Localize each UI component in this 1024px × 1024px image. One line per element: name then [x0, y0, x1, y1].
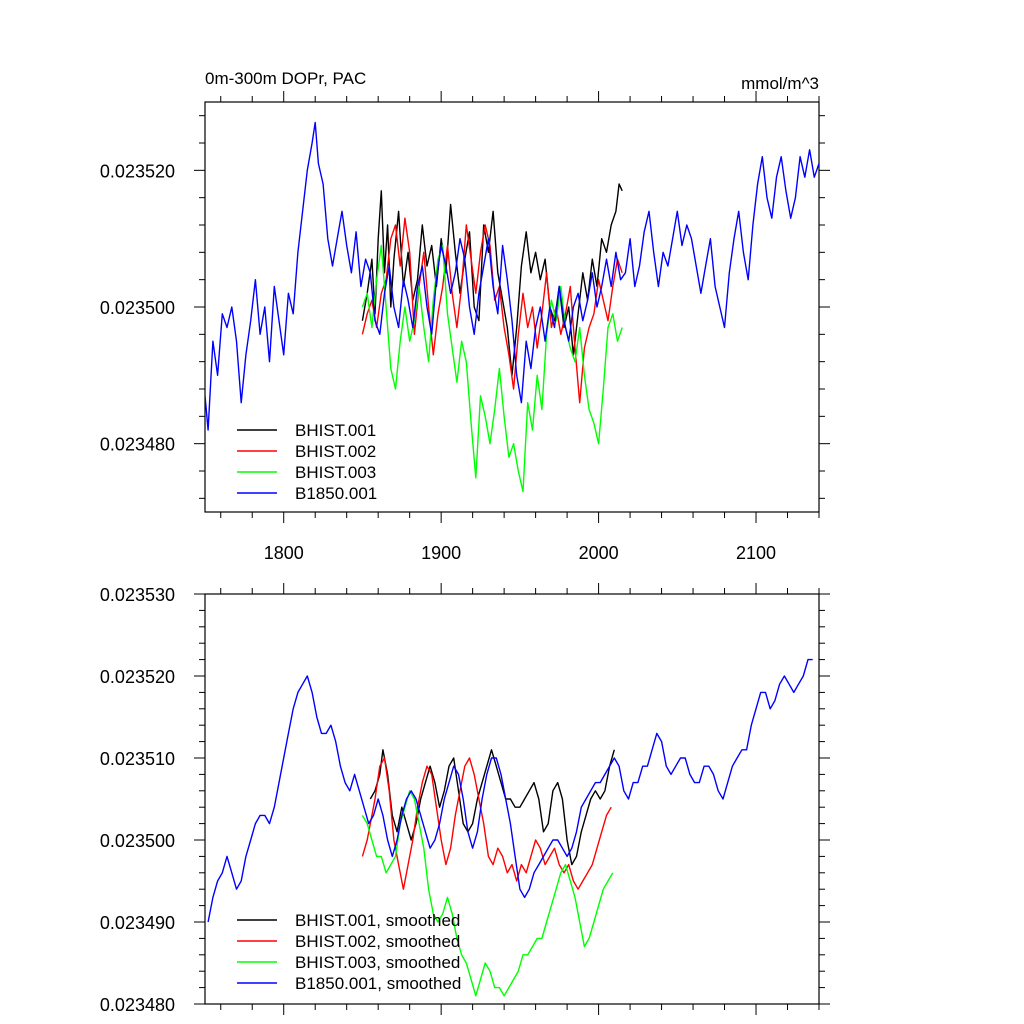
top-y-tick-label: 0.023520	[100, 161, 175, 181]
bottom-chart-series	[207, 658, 813, 997]
bottom-chart-frame	[204, 593, 820, 1005]
bottom-legend-label-3: BHIST.003, smoothed	[295, 953, 460, 972]
top-x-tick-label: 2000	[579, 543, 619, 563]
bottom-chart-axes: 0.023480 0.023490 0.023500 0.023510 0.023520…	[100, 583, 830, 1015]
bottom-y-tick-label: 0.023520	[100, 667, 175, 687]
top-y-tick-label: 0.023480	[100, 435, 175, 455]
bottom-series-line-4	[207, 658, 813, 923]
top-y-tick-label: 0.023500	[100, 298, 175, 318]
top-chart-title-left: 0m-300m DOPr, PAC	[205, 69, 366, 88]
bottom-chart-plot-area	[204, 593, 820, 1005]
bottom-y-tick-label: 0.023490	[100, 913, 175, 933]
top-legend-label-3: BHIST.003	[295, 463, 376, 482]
bottom-y-tick-label: 0.023510	[100, 749, 175, 769]
bottom-series-line-2	[361, 757, 612, 890]
bottom-legend-label-2: BHIST.002, smoothed	[295, 932, 460, 951]
top-x-tick-label: 2100	[736, 543, 776, 563]
bottom-series-line-1	[369, 749, 615, 866]
top-x-tick-label: 1800	[264, 543, 304, 563]
top-chart-title-right: mmol/m^3	[741, 74, 819, 93]
top-x-tick-label: 1900	[421, 543, 461, 563]
bottom-y-tick-label: 0.023530	[100, 585, 175, 605]
top-chart-axes: 1800 1900 2000 2100 0.023480 0.023500 0.023520	[100, 91, 830, 563]
bottom-legend-label-1: BHIST.001, smoothed	[295, 911, 460, 930]
top-chart-legend: BHIST.001 BHIST.002 BHIST.003 B1850.001	[237, 421, 377, 503]
top-legend-label-4: B1850.001	[295, 484, 377, 503]
top-series-line-3	[361, 244, 623, 493]
bottom-y-tick-label: 0.023500	[100, 831, 175, 851]
bottom-legend-label-4: B1850.001, smoothed	[295, 974, 461, 993]
bottom-y-tick-label: 0.023480	[100, 995, 175, 1015]
bottom-chart: 0.023480 0.023490 0.023500 0.023510 0.023520…	[100, 583, 830, 1015]
top-legend-label-1: BHIST.001	[295, 421, 376, 440]
bottom-chart-legend: BHIST.001, smoothed BHIST.002, smoothed BH…	[237, 911, 461, 993]
top-legend-label-2: BHIST.002	[295, 442, 376, 461]
top-chart-series	[205, 121, 819, 493]
top-series-line-4	[205, 121, 819, 431]
top-chart: 0m-300m DOPr, PAC mmol/m^3 1800 1900 2000 2…	[100, 69, 830, 563]
bottom-series-line-3	[361, 790, 614, 997]
